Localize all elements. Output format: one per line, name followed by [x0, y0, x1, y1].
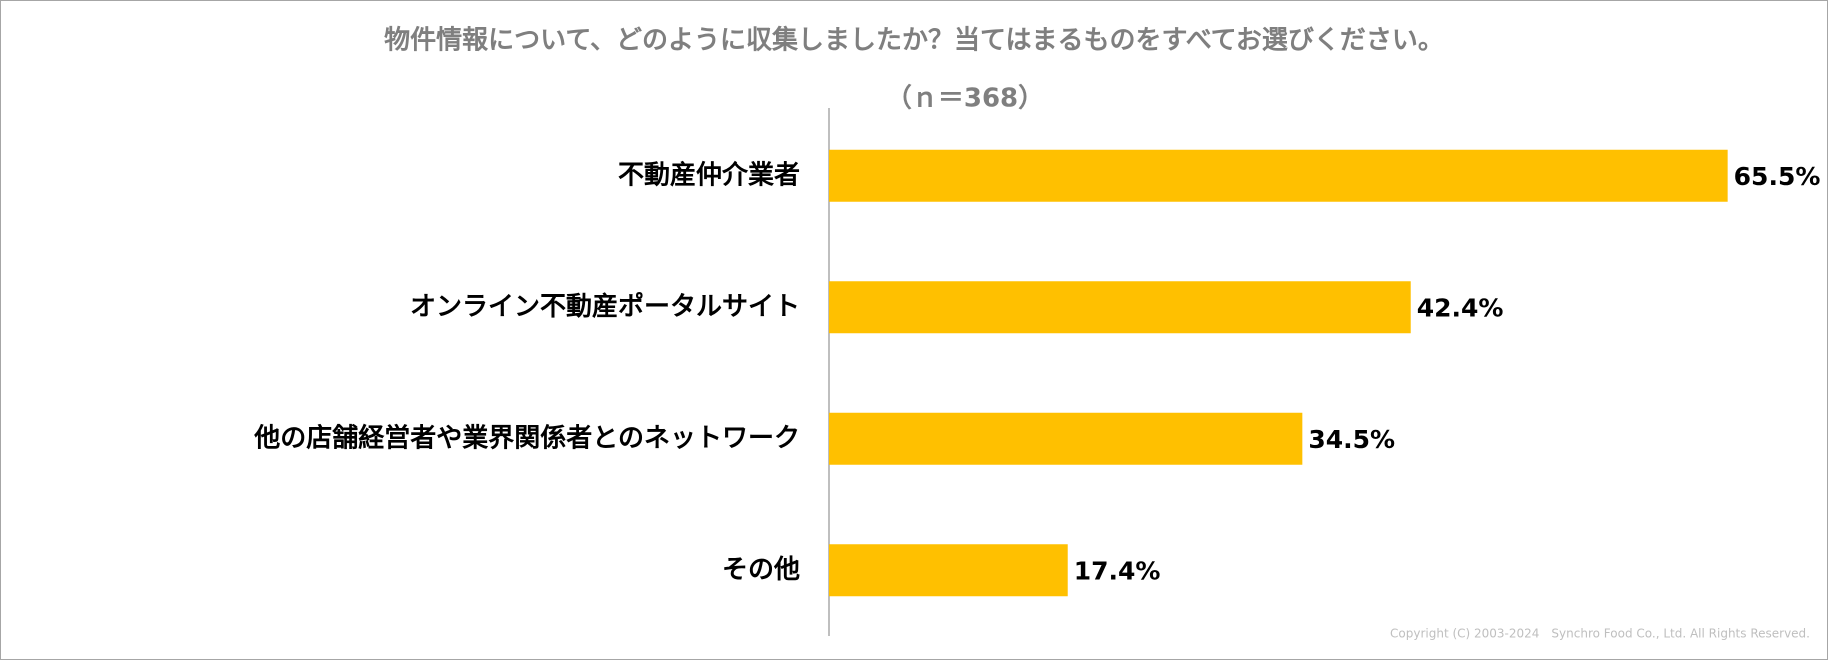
chart-title: 物件情報について、どのように収集しましたか？当てはまるものをすべてお選びください… — [384, 25, 1444, 56]
category-label: オンライン不動産ポータルサイト — [410, 291, 800, 322]
category-label: 他の店舗経営者や業界関係者とのネットワーク — [253, 422, 800, 453]
value-label: 65.5% — [1734, 162, 1821, 191]
value-label: 34.5% — [1308, 425, 1395, 454]
value-label: 17.4% — [1074, 556, 1161, 585]
bar — [829, 281, 1411, 334]
bar — [829, 149, 1728, 202]
category-label: 不動産仲介業者 — [618, 159, 800, 190]
category-label: その他 — [722, 555, 800, 585]
bar — [829, 412, 1303, 465]
value-label: 42.4% — [1417, 293, 1504, 322]
chart-subtitle: （ｎ＝368） — [886, 84, 1044, 114]
bar — [829, 544, 1068, 597]
copyright: Copyright (C) 2003-2024 Synchro Food Co.… — [1390, 627, 1810, 641]
